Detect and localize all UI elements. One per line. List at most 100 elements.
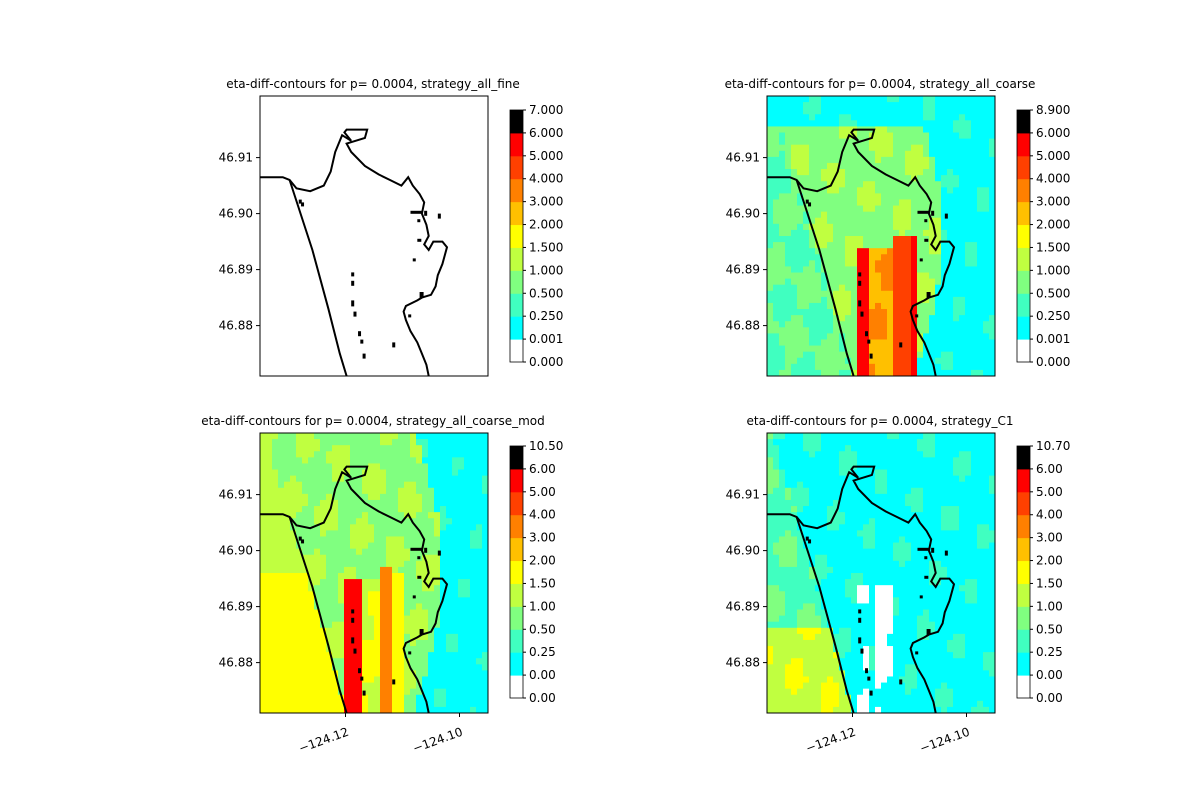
contour-cell: [899, 260, 906, 268]
contour-cell: [791, 481, 798, 489]
contour-cell: [827, 327, 834, 334]
contour-cell: [959, 357, 966, 365]
contour-cell: [809, 290, 816, 298]
contour-cell: [881, 290, 888, 298]
contour-cell: [266, 481, 273, 489]
contour-cell: [821, 351, 828, 359]
contour-cell: [332, 633, 339, 641]
contour-cell: [779, 499, 786, 507]
contour-cell: [929, 627, 936, 635]
contour-cell: [887, 156, 894, 164]
contour-cell: [785, 506, 792, 513]
contour-cell: [374, 621, 381, 629]
contour-cell: [326, 573, 333, 580]
contour-cell: [827, 96, 834, 103]
contour-cell: [392, 658, 399, 665]
contour-cell: [320, 585, 327, 592]
contour-cell: [803, 487, 810, 495]
contour-cell: [785, 664, 792, 671]
contour-cell: [989, 254, 995, 261]
contour-cell: [476, 633, 483, 641]
contour-cell: [785, 609, 792, 617]
contour-cell: [773, 229, 780, 237]
contour-cell: [869, 114, 876, 121]
contour-cell: [971, 211, 978, 219]
x-tick-label: −124.10: [411, 725, 465, 756]
contour-cell: [464, 554, 471, 562]
contour-cell: [875, 321, 882, 328]
contour-cell: [809, 646, 816, 653]
contour-cell: [923, 199, 930, 207]
contour-cell: [917, 433, 924, 440]
contour-cell: [326, 493, 333, 501]
contour-cell: [272, 512, 279, 519]
contour-cell: [905, 512, 912, 519]
contour-cell: [857, 670, 864, 678]
contour-cell: [821, 363, 828, 371]
contour-cell: [302, 615, 309, 623]
contour-cell: [911, 579, 918, 586]
contour-cell: [278, 682, 285, 690]
contour-cell: [338, 609, 345, 617]
contour-cell: [899, 554, 906, 562]
contour-cell: [983, 248, 990, 255]
contour-cell: [947, 193, 954, 201]
contour-cell: [863, 524, 870, 531]
contour-cell: [959, 278, 966, 286]
contour-cell: [386, 694, 393, 702]
contour-cell: [923, 646, 930, 653]
contour-cell: [779, 530, 786, 538]
contour-cell: [803, 548, 810, 556]
contour-cell: [833, 706, 840, 713]
contour-cell: [785, 603, 792, 611]
contour-cell: [839, 554, 846, 562]
contour-cell: [983, 156, 990, 164]
contour-cell: [857, 524, 864, 531]
contour-cell: [791, 217, 798, 225]
contour-cell: [899, 211, 906, 219]
contour-cell: [476, 487, 483, 495]
contour-cell: [434, 597, 441, 605]
contour-cell: [911, 284, 918, 292]
contour-cell: [440, 457, 447, 465]
island-mark: [944, 213, 948, 219]
contour-cell: [350, 512, 357, 519]
contour-cell: [815, 102, 822, 109]
contour-cell: [803, 682, 810, 690]
contour-cell: [296, 548, 303, 556]
contour-cell: [458, 615, 465, 623]
contour-cell: [803, 120, 810, 128]
contour-cell: [887, 506, 894, 513]
contour-cell: [911, 621, 918, 629]
contour-cell: [392, 493, 399, 501]
contour-cell: [851, 199, 858, 207]
contour-cell: [434, 469, 441, 477]
contour-cell: [416, 487, 423, 495]
contour-cell: [398, 530, 405, 538]
contour-cell: [398, 633, 405, 641]
contour-cell: [929, 451, 936, 458]
contour-cell: [857, 560, 864, 568]
contour-cell: [809, 248, 816, 255]
contour-cell: [308, 451, 315, 458]
contour-cell: [458, 676, 465, 684]
contour-cell: [302, 433, 309, 440]
contour-cell: [923, 254, 930, 261]
contour-cell: [404, 524, 411, 531]
contour-cell: [260, 475, 267, 483]
contour-cell: [470, 609, 477, 617]
contour-cell: [869, 603, 876, 611]
contour-cell: [278, 536, 285, 544]
contour-cell: [803, 633, 810, 641]
contour-cell: [398, 542, 405, 550]
contour-cell: [863, 433, 870, 440]
contour-cell: [893, 609, 900, 617]
contour-cell: [308, 700, 315, 708]
contour-cell: [827, 487, 834, 495]
contour-cell: [833, 445, 840, 452]
contour-cell: [416, 536, 423, 544]
contour-cell: [344, 573, 351, 580]
contour-cell: [773, 615, 780, 623]
contour-cell: [923, 266, 930, 274]
contour-cell: [464, 694, 471, 702]
